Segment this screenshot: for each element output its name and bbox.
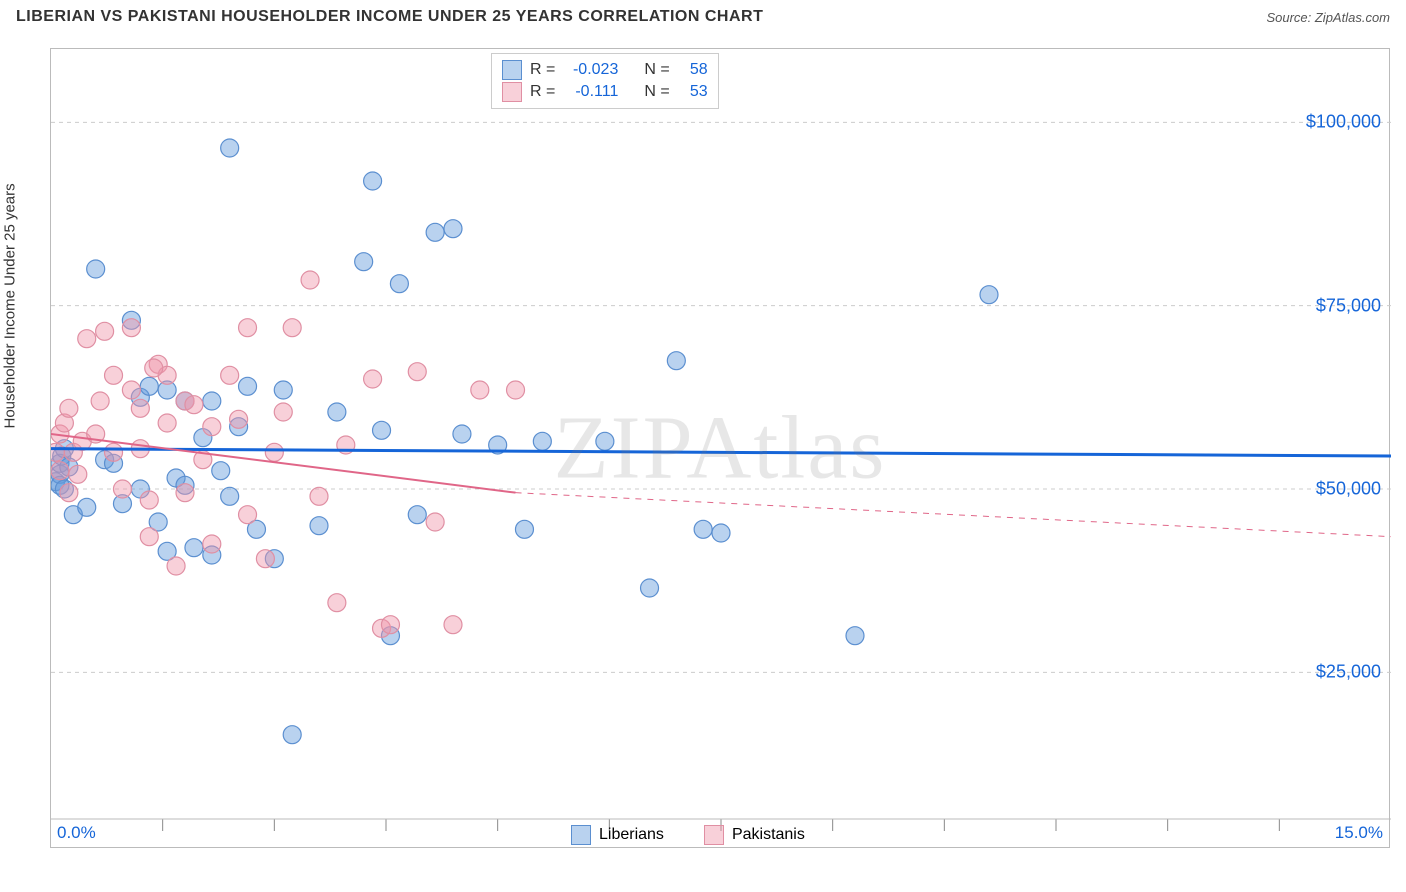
x-axis-min-label: 0.0% [57, 823, 96, 843]
n-value: 53 [678, 83, 708, 101]
source-label: Source: ZipAtlas.com [1266, 10, 1390, 25]
r-value: -0.023 [563, 61, 618, 79]
correlation-row: R = -0.023 N = 58 [502, 60, 708, 80]
series-legend: Liberians Pakistanis [571, 825, 805, 845]
n-value: 58 [678, 61, 708, 79]
legend-label: Liberians [599, 826, 664, 844]
series-swatch [502, 82, 522, 102]
r-value: -0.111 [563, 83, 618, 101]
legend-item: Pakistanis [704, 825, 805, 845]
legend-label: Pakistanis [732, 826, 805, 844]
n-label: N = [644, 83, 669, 101]
legend-item: Liberians [571, 825, 664, 845]
scatter-chart-svg [51, 49, 1391, 849]
r-label: R = [530, 61, 555, 79]
n-label: N = [644, 61, 669, 79]
legend-swatch [571, 825, 591, 845]
r-label: R = [530, 83, 555, 101]
chart-title: LIBERIAN VS PAKISTANI HOUSEHOLDER INCOME… [16, 8, 763, 26]
y-axis-tick-label: $25,000 [1316, 662, 1381, 683]
y-axis-tick-label: $75,000 [1316, 295, 1381, 316]
y-axis-tick-label: $100,000 [1306, 112, 1381, 133]
series-swatch [502, 60, 522, 80]
y-axis-tick-label: $50,000 [1316, 479, 1381, 500]
correlation-row: R = -0.111 N = 53 [502, 82, 708, 102]
y-axis-label: Householder Income Under 25 years [2, 183, 19, 428]
legend-swatch [704, 825, 724, 845]
x-axis-max-label: 15.0% [1335, 823, 1383, 843]
chart-area: ZIPAtlas R =-0.023N =58R =-0.111N =53 Li… [50, 48, 1390, 848]
correlation-legend-box: R = -0.023 N = 58 R = -0.111 N = 53 [491, 53, 719, 109]
